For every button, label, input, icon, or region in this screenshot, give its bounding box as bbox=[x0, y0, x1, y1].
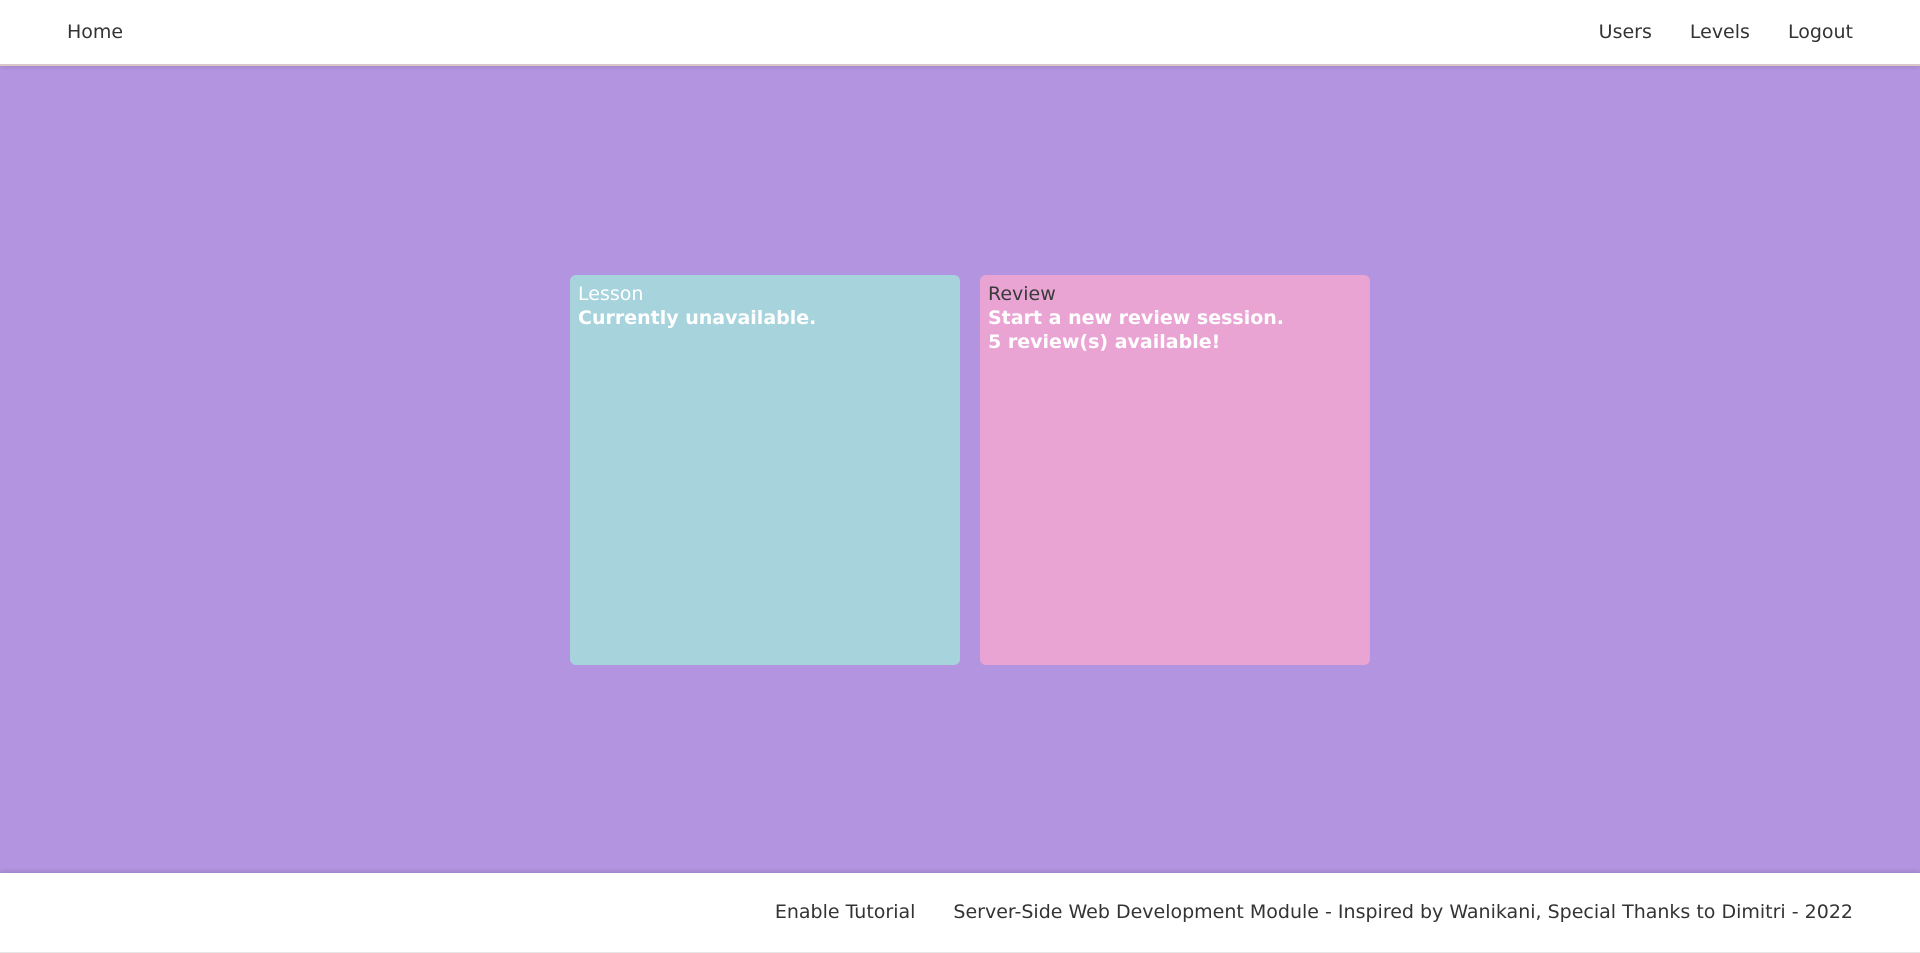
footer-credits: Server-Side Web Development Module - Ins… bbox=[953, 901, 1853, 923]
review-card-description: Start a new review session. bbox=[988, 307, 1285, 329]
footer-row: Enable Tutorial Server-Side Web Developm… bbox=[775, 901, 1853, 923]
nav-levels-link[interactable]: Levels bbox=[1689, 21, 1750, 43]
top-navbar: Home Users Levels Logout bbox=[0, 0, 1920, 66]
nav-logout-link[interactable]: Logout bbox=[1787, 21, 1853, 43]
review-card[interactable]: Review Start a new review session. 5 rev… bbox=[980, 275, 1370, 665]
page-footer: Enable Tutorial Server-Side Web Developm… bbox=[0, 873, 1920, 953]
main-content: Lesson Currently unavailable. Review Sta… bbox=[0, 66, 1920, 873]
review-card-title: Review bbox=[988, 283, 1056, 305]
nav-home-link[interactable]: Home bbox=[67, 21, 124, 43]
lesson-card-status: Currently unavailable. bbox=[578, 307, 817, 329]
lesson-card-title: Lesson bbox=[578, 283, 644, 305]
enable-tutorial-link[interactable]: Enable Tutorial bbox=[774, 901, 916, 923]
nav-users-link[interactable]: Users bbox=[1598, 21, 1652, 43]
lesson-card[interactable]: Lesson Currently unavailable. bbox=[570, 275, 960, 665]
nav-right-group: Users Levels Logout bbox=[1599, 21, 1853, 43]
review-card-count: 5 review(s) available! bbox=[988, 331, 1221, 353]
